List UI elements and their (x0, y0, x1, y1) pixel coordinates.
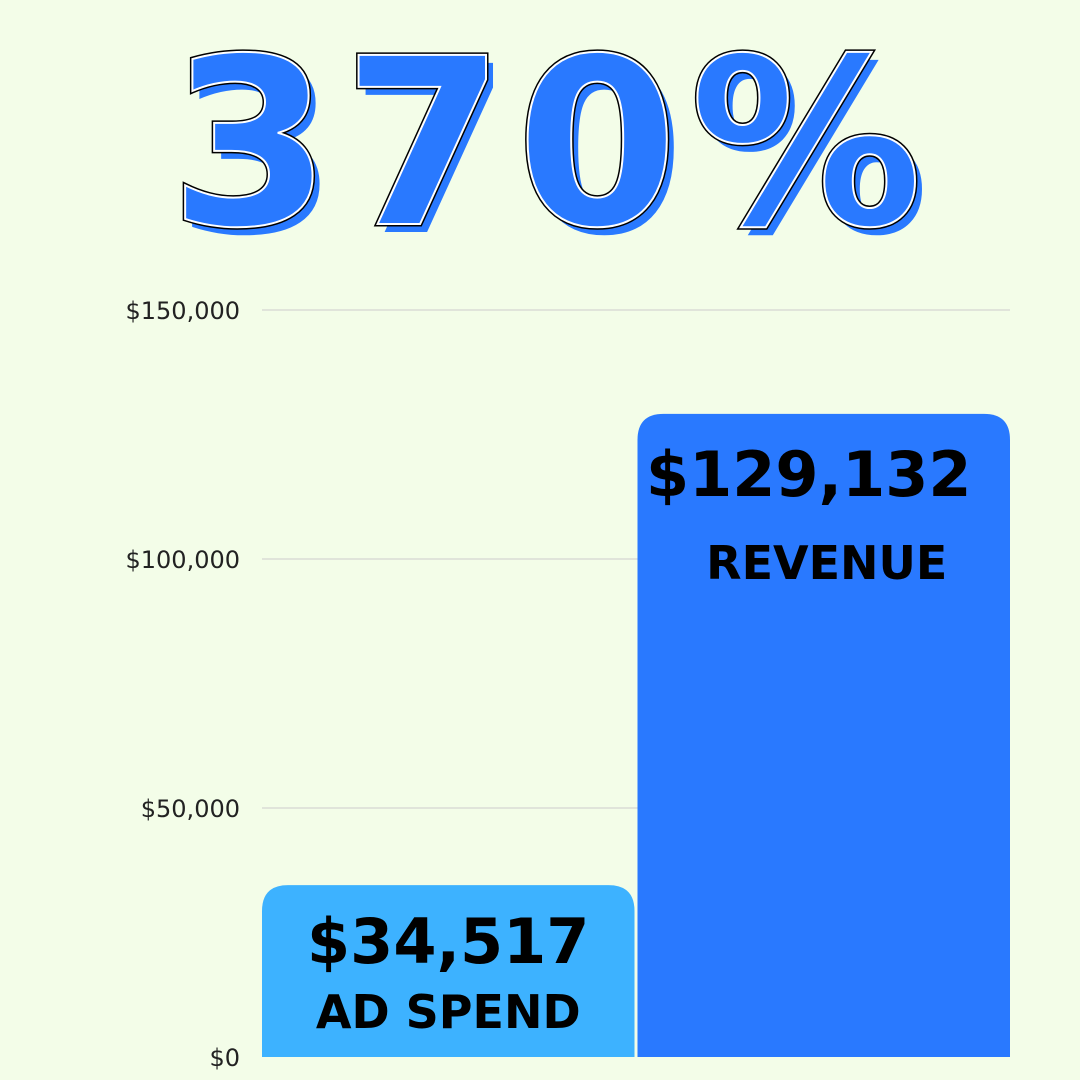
y-axis: $0 $50,000 $100,000 $150,000 (125, 297, 240, 1072)
bar-category-label: AD SPEND (316, 985, 581, 1039)
y-tick-label: $50,000 (141, 795, 240, 823)
headline: 370% 370% 370% (167, 7, 942, 288)
bar-labels: $34,517 AD SPEND $129,132 REVENUE (307, 438, 971, 1039)
bar-value-label: $129,132 (646, 438, 972, 511)
y-tick-label: $100,000 (125, 546, 240, 574)
bar-value-label: $34,517 (307, 905, 589, 978)
bar-category-label: REVENUE (706, 536, 947, 590)
bars (262, 413, 1010, 1058)
headline-shadow: 370% (177, 17, 942, 287)
y-tick-label: $150,000 (125, 297, 240, 325)
headline-text: 370% (170, 9, 935, 279)
headline-inner-outline: 370% (170, 9, 935, 279)
bar-ad-spend (262, 885, 635, 1057)
bar-revenue (637, 413, 1010, 1058)
y-tick-label: $0 (209, 1044, 240, 1072)
